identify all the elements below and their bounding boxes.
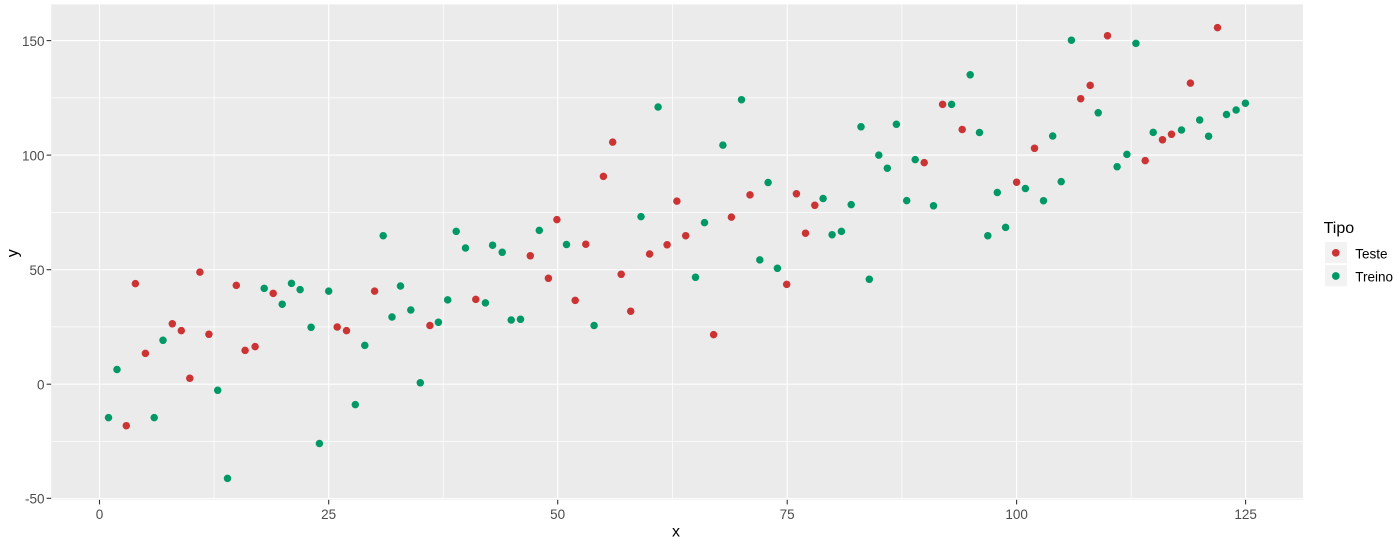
svg-text:150: 150: [22, 34, 45, 49]
svg-text:100: 100: [1005, 507, 1028, 522]
svg-text:50: 50: [29, 263, 44, 278]
svg-text:25: 25: [321, 507, 336, 522]
svg-text:y: y: [4, 249, 21, 257]
svg-text:0: 0: [96, 507, 104, 522]
svg-text:Treino: Treino: [1355, 269, 1393, 284]
svg-text:50: 50: [550, 507, 565, 522]
svg-text:Teste: Teste: [1355, 247, 1387, 262]
svg-text:0: 0: [37, 377, 45, 392]
svg-text:125: 125: [1234, 507, 1257, 522]
svg-text:x: x: [672, 524, 680, 541]
svg-text:75: 75: [780, 507, 795, 522]
svg-text:100: 100: [22, 148, 45, 163]
svg-text:Tipo: Tipo: [1324, 220, 1355, 237]
svg-text:-50: -50: [25, 492, 45, 507]
